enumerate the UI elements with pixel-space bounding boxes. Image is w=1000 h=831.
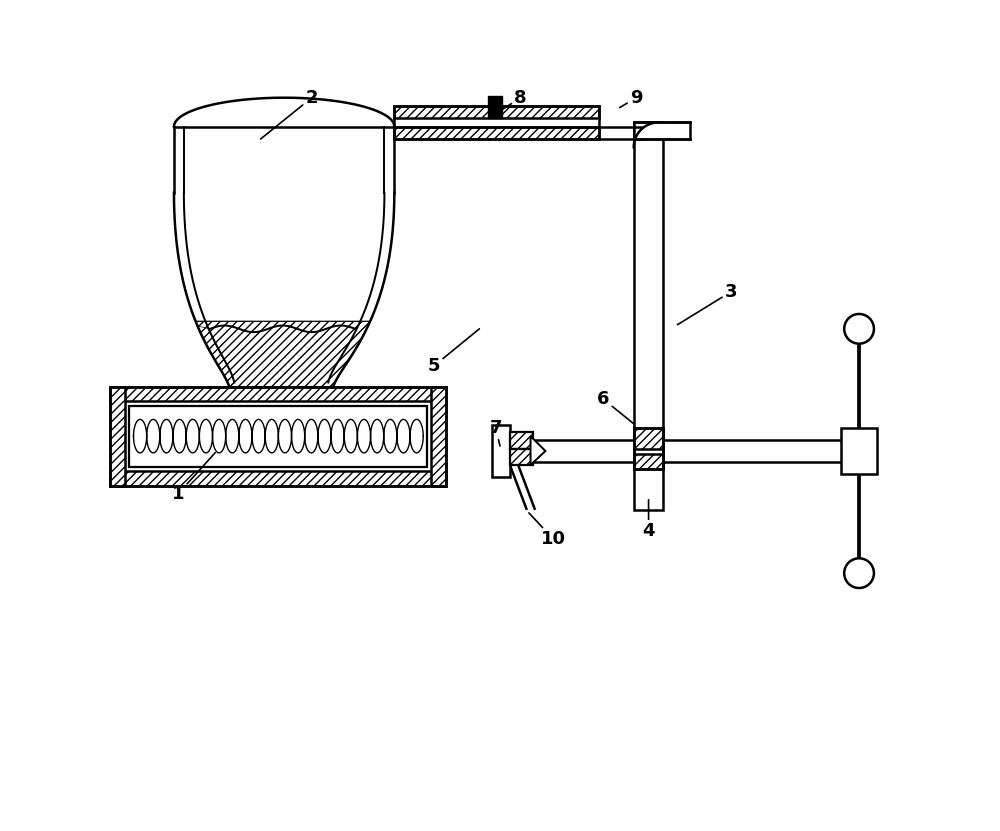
Text: 8: 8 (498, 89, 527, 112)
Bar (431, 386, 446, 485)
Circle shape (844, 314, 874, 344)
Bar (394, 127, 599, 139)
Text: 4: 4 (642, 499, 655, 540)
Bar (634, 428, 663, 470)
Bar (110, 471, 446, 485)
Text: 3: 3 (677, 283, 737, 325)
Polygon shape (196, 322, 370, 386)
Bar (634, 455, 663, 470)
Bar (841, 428, 877, 475)
Bar (634, 428, 663, 449)
Bar (634, 122, 690, 139)
Text: 10: 10 (529, 513, 566, 548)
Text: 6: 6 (597, 390, 634, 424)
Bar (634, 122, 663, 510)
Text: 2: 2 (261, 89, 318, 139)
Bar (110, 386, 446, 485)
Bar (492, 425, 510, 477)
Bar (394, 106, 599, 117)
Circle shape (844, 558, 874, 588)
Bar (488, 96, 502, 118)
Bar (110, 386, 125, 485)
Polygon shape (531, 436, 545, 465)
Text: 9: 9 (620, 89, 642, 107)
Bar (129, 406, 427, 467)
Bar (110, 386, 446, 401)
Bar (510, 450, 533, 465)
Text: 1: 1 (172, 453, 215, 503)
Text: 5: 5 (428, 329, 479, 375)
Polygon shape (198, 326, 234, 386)
Bar (510, 432, 533, 450)
Text: 7: 7 (490, 419, 502, 446)
Bar (394, 106, 599, 139)
